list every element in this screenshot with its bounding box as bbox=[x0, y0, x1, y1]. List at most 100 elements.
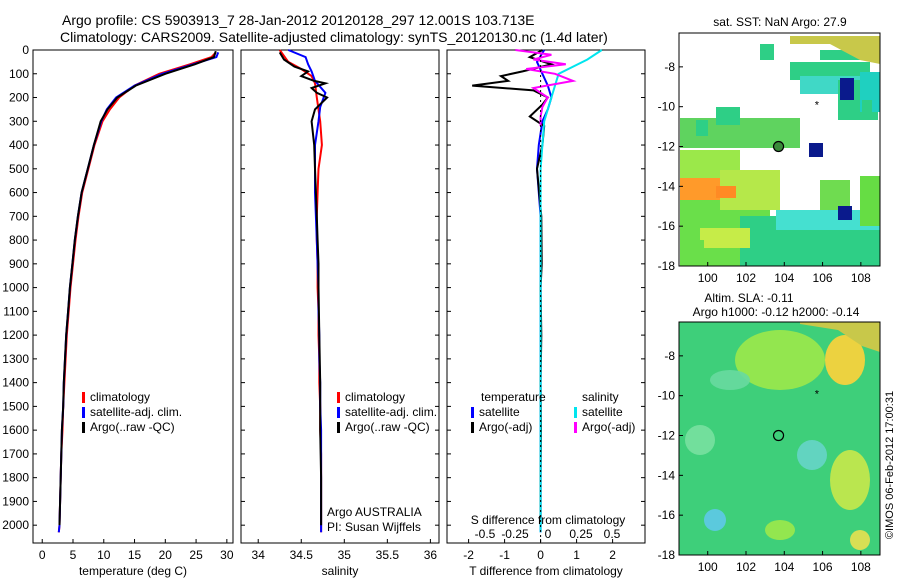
profile-panel-3: -2 -1 0 1 2 T difference from climatology -0.5… bbox=[446, 49, 646, 578]
sst-cell bbox=[776, 210, 880, 230]
sla-anomaly bbox=[704, 509, 726, 531]
legend-swatch bbox=[574, 422, 577, 433]
series-line bbox=[515, 49, 577, 126]
sst-cell bbox=[820, 50, 860, 60]
x-tick-label: -2 bbox=[463, 548, 474, 562]
sst-cell bbox=[838, 206, 852, 220]
y-tick-label: -16 bbox=[658, 508, 676, 522]
legend-swatch bbox=[337, 392, 340, 403]
y-tick-label: 1300 bbox=[2, 352, 29, 366]
y-tick-label: 100 bbox=[9, 67, 29, 81]
legend-label: Argo(-adj) bbox=[582, 420, 635, 434]
legend-label: satellite-adj. clim. bbox=[90, 405, 182, 419]
y-tick-label: 1200 bbox=[2, 328, 29, 342]
top-tick-label: -0.25 bbox=[501, 527, 529, 541]
legend-swatch bbox=[82, 392, 85, 403]
map-panel-2: 100 102 104 106 108 -8 -10 -12 -14 -16 -18 * Altim. … bbox=[658, 291, 881, 574]
x-tick-label: 108 bbox=[851, 560, 871, 574]
x-tick-label: 106 bbox=[813, 271, 833, 285]
sla-anomaly bbox=[850, 530, 870, 550]
x-axis-label: temperature (deg C) bbox=[79, 564, 187, 578]
y-tick-label: -16 bbox=[658, 219, 676, 233]
y-tick-label: 1600 bbox=[2, 423, 29, 437]
y-tick-label: 2000 bbox=[2, 518, 29, 532]
land-java bbox=[800, 322, 880, 352]
previous-position-marker: * bbox=[815, 389, 820, 401]
x-tick-label: 2 bbox=[609, 548, 616, 562]
map2-title-line1: Altim. SLA: -0.11 bbox=[704, 291, 793, 305]
x-tick-label: 0 bbox=[537, 548, 544, 562]
x-tick-label: 35.5 bbox=[376, 548, 400, 562]
y-tick-label: 200 bbox=[9, 91, 29, 105]
legend-label: Argo(..raw -QC) bbox=[345, 420, 430, 434]
y-tick-label: 1800 bbox=[2, 471, 29, 485]
y-tick-label: -12 bbox=[658, 429, 676, 443]
sla-anomaly bbox=[825, 335, 865, 385]
climatology-title: Climatology: CARS2009. Satellite-adjuste… bbox=[60, 29, 608, 45]
legend-swatch bbox=[82, 407, 85, 418]
y-tick-label: 1000 bbox=[2, 281, 29, 295]
x-axis-label: T difference from climatology bbox=[469, 564, 623, 578]
panel-frame bbox=[32, 49, 234, 544]
argo-float-marker bbox=[772, 429, 785, 442]
top-axis-label: S difference from climatology bbox=[471, 513, 626, 527]
sla-anomaly bbox=[797, 440, 827, 470]
top-tick-label: 0.5 bbox=[604, 527, 621, 541]
x-tick-label: 30 bbox=[220, 548, 234, 562]
profile-title: Argo profile: CS 5903913_7 28-Jan-2012 2… bbox=[62, 12, 535, 28]
legend-heading: salinity bbox=[582, 390, 619, 404]
map-panel-1: 100 102 104 106 108 -8 -10 -12 -14 -16 -18 * sat. SS… bbox=[658, 15, 881, 285]
y-tick-label: 1700 bbox=[2, 447, 29, 461]
x-tick-label: 35 bbox=[338, 548, 352, 562]
sla-anomaly bbox=[685, 425, 715, 455]
sst-cell bbox=[860, 176, 880, 226]
series-line bbox=[58, 50, 217, 526]
y-tick-label: 900 bbox=[9, 257, 29, 271]
legend-swatch bbox=[337, 422, 340, 433]
legend-swatch bbox=[471, 407, 474, 418]
x-tick-label: 34.5 bbox=[290, 548, 314, 562]
x-tick-label: 102 bbox=[736, 560, 756, 574]
y-tick-label: 0 bbox=[22, 43, 29, 57]
legend-heading: temperature bbox=[481, 390, 546, 404]
x-tick-label: 10 bbox=[97, 548, 111, 562]
y-tick-label: -18 bbox=[658, 548, 676, 562]
sst-cell bbox=[809, 143, 823, 157]
float-pi: PI: Susan Wijffels bbox=[327, 520, 421, 534]
y-tick-label: 1100 bbox=[3, 304, 29, 318]
x-tick-label: 0 bbox=[39, 548, 46, 562]
y-tick-label: 1500 bbox=[2, 399, 29, 413]
panel-frame bbox=[446, 49, 646, 544]
top-tick-label: 0.25 bbox=[569, 527, 593, 541]
legend-swatch bbox=[82, 422, 85, 433]
legend-swatch bbox=[471, 422, 474, 433]
x-tick-label: 1 bbox=[573, 548, 580, 562]
legend-label: Argo(-adj) bbox=[479, 420, 532, 434]
y-tick-label: -8 bbox=[664, 349, 675, 363]
map-frame bbox=[678, 32, 881, 267]
x-tick-label: 100 bbox=[698, 560, 718, 574]
x-tick-label: 104 bbox=[774, 271, 794, 285]
x-tick-label: 102 bbox=[736, 271, 756, 285]
profile-panel-2: 34 34.5 35 35.5 36 salinity climatologysatelli… bbox=[240, 49, 440, 578]
legend-label: climatology bbox=[90, 390, 150, 404]
y-tick-label: 700 bbox=[9, 209, 29, 223]
x-tick-label: 34 bbox=[252, 548, 266, 562]
sst-cell bbox=[696, 120, 708, 136]
sst-cell bbox=[716, 107, 740, 125]
sst-cell bbox=[716, 186, 736, 198]
map1-title: sat. SST: NaN Argo: 27.9 bbox=[713, 15, 847, 29]
sst-cell bbox=[684, 240, 704, 264]
previous-position-marker: * bbox=[815, 100, 820, 112]
top-tick-label: 0 bbox=[545, 527, 552, 541]
sst-cell bbox=[760, 44, 774, 60]
sla-anomaly bbox=[830, 450, 870, 510]
x-tick-label: 106 bbox=[813, 560, 833, 574]
sst-cell bbox=[820, 180, 850, 210]
sst-cell bbox=[790, 62, 870, 80]
land-java bbox=[790, 36, 880, 64]
x-tick-label: 36 bbox=[424, 548, 438, 562]
float-owner: Argo AUSTRALIA bbox=[327, 505, 422, 519]
y-tick-label: -14 bbox=[658, 468, 676, 482]
y-tick-label: 1400 bbox=[2, 376, 29, 390]
